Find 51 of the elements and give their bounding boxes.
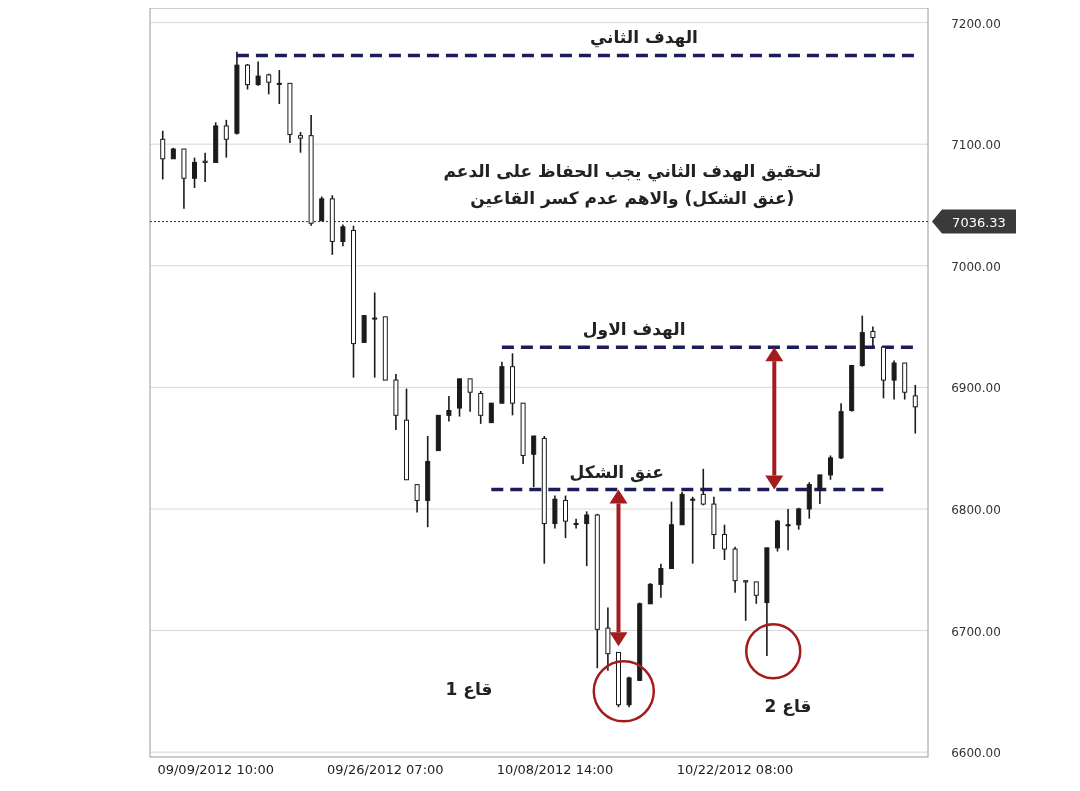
candlestick xyxy=(584,510,590,567)
candlestick xyxy=(817,474,823,505)
y-tick-label: 6600.00 xyxy=(951,746,1001,761)
series-label: عنق الشكل xyxy=(569,461,664,483)
candlestick xyxy=(202,151,208,183)
candlestick xyxy=(870,325,876,349)
y-tick-label: 7100.00 xyxy=(951,138,1001,153)
candlestick xyxy=(690,496,696,565)
series-label: الهدف الاول xyxy=(582,319,686,341)
candlestick xyxy=(700,468,706,507)
candlestick xyxy=(743,579,749,622)
candlestick xyxy=(414,483,420,514)
candlestick xyxy=(245,63,251,91)
annotation: قاع 2 xyxy=(764,696,812,717)
annotation: قاع 1 xyxy=(445,678,493,699)
x-tick-label: 09/26/2012 07:00 xyxy=(327,762,444,777)
candlestick xyxy=(658,562,664,599)
x-tick-label: 10/08/2012 14:00 xyxy=(496,762,614,777)
candlestick xyxy=(467,378,473,413)
candlestick xyxy=(827,454,833,481)
candlestick xyxy=(891,359,897,401)
candlestick xyxy=(446,395,452,423)
candlestick xyxy=(298,131,304,154)
candlestick xyxy=(488,402,494,424)
y-tick-label: 6900.00 xyxy=(951,381,1001,396)
candlestick xyxy=(160,130,166,181)
ref-line-label: 7036.33 xyxy=(952,214,1006,230)
annotation: لتحقيق الهدف الثاني يجب الحفاظ على الدعم xyxy=(443,160,822,182)
y-tick-label: 6800.00 xyxy=(951,502,1001,517)
y-tick-label: 6700.00 xyxy=(951,624,1001,639)
candlestick xyxy=(340,223,346,248)
candlestick xyxy=(478,390,484,425)
series-label: الهدف الثاني xyxy=(589,27,698,49)
candlestick xyxy=(255,60,261,87)
x-tick-label: 10/22/2012 08:00 xyxy=(676,762,794,777)
candlestick xyxy=(563,494,568,539)
candlestick xyxy=(372,291,378,379)
x-tick-label: 09/09/2012 10:00 xyxy=(157,762,274,777)
candlestick xyxy=(531,435,537,488)
candlestick xyxy=(276,69,282,105)
candlestick xyxy=(192,156,198,189)
candlestick xyxy=(647,582,653,605)
candlestick xyxy=(753,581,759,605)
y-tick-label: 7000.00 xyxy=(951,259,1001,274)
candlestick xyxy=(912,384,918,435)
candlestick xyxy=(721,523,727,561)
y-tick-label: 7200.00 xyxy=(951,16,1001,31)
candlestick xyxy=(223,119,229,159)
annotation: (عنق الشكل) والاهم عدم كسر القاعين xyxy=(470,188,795,210)
candlestick xyxy=(785,508,791,552)
candlestick xyxy=(319,195,325,222)
